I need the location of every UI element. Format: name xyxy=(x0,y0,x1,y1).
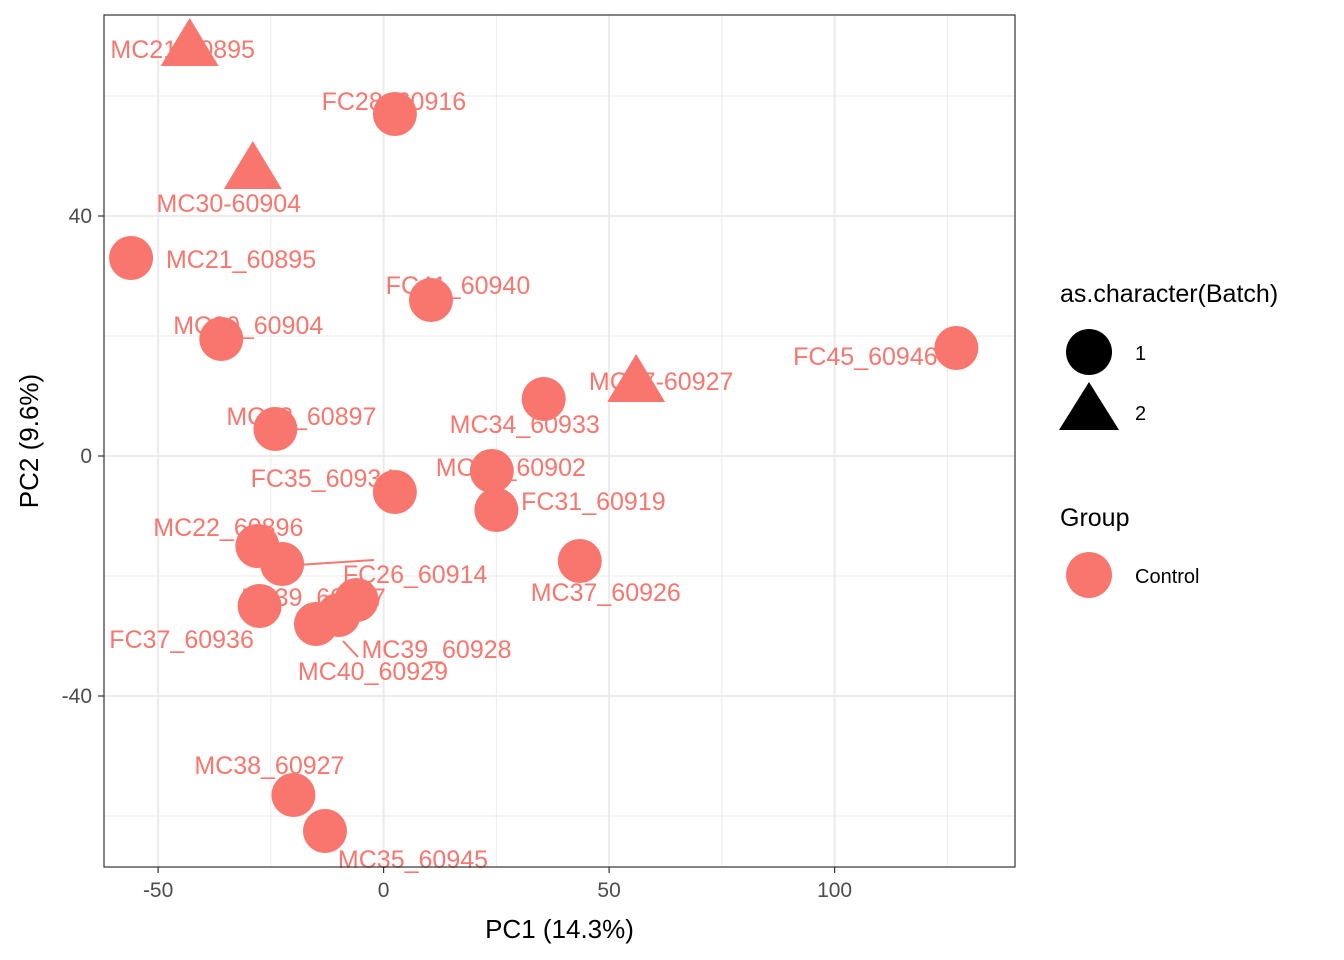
label-mc38-60927: MC38_60927 xyxy=(194,752,344,780)
label-fc28-60916: FC28_60916 xyxy=(322,88,467,116)
legend-circle-icon xyxy=(1066,329,1112,375)
label-fc37-60936: FC37_60936 xyxy=(109,626,254,654)
panel-background xyxy=(104,15,1015,867)
legend: as.character(Batch) 1 2 Group Control xyxy=(1059,280,1278,598)
y-tick-label: 0 xyxy=(80,445,92,468)
legend-control-swatch-icon xyxy=(1066,552,1112,598)
point-fc45-60946 xyxy=(934,326,979,370)
legend-shape-title: as.character(Batch) xyxy=(1060,280,1278,308)
label-fc26-60914: FC26_60914 xyxy=(343,561,488,589)
point-fc35-60934 xyxy=(372,470,417,514)
label-fc35-60934: FC35_60934 xyxy=(251,465,396,493)
label-mc37-60926: MC37_60926 xyxy=(531,579,681,607)
label-leader-line xyxy=(296,559,375,566)
x-tick-label: 50 xyxy=(597,879,620,902)
label-mc28-60902: MC28_60902 xyxy=(436,454,586,482)
point-mc38-60927 xyxy=(271,773,316,817)
label-fc39-60927: FC39_60927 xyxy=(241,584,386,612)
point-fc41-60940 xyxy=(408,278,453,322)
label-mc21-60895: MC21_60895 xyxy=(166,246,316,274)
point-mc35-60945 xyxy=(302,809,347,853)
point-mc34-60933 xyxy=(521,377,566,421)
label-mc37-60927: MC37-60927 xyxy=(589,368,734,396)
label-fc45-60946: FC45_60946 xyxy=(793,343,938,371)
x-tick-label: -50 xyxy=(143,879,173,902)
point-mc40-60929 xyxy=(293,602,338,646)
y-axis-title: PC2 (9.6%) xyxy=(14,374,44,508)
legend-color-title: Group xyxy=(1060,504,1129,532)
axis-ticks: -50 0 50 100 -40 0 40 xyxy=(62,205,852,902)
x-axis-title: PC1 (14.3%) xyxy=(485,914,634,944)
legend-color-item-control: Control xyxy=(1135,566,1199,588)
point-mc23-60897 xyxy=(253,407,298,451)
point-mc28-60902 xyxy=(469,449,514,493)
y-tick-label: 40 xyxy=(69,205,92,228)
point-mc37-60926 xyxy=(557,539,602,583)
label-mc30-60904: MC30-60904 xyxy=(157,190,302,218)
panel-border xyxy=(103,14,1016,868)
x-tick-label: 0 xyxy=(378,879,390,902)
label-mc39-60928: MC39_60928 xyxy=(361,636,511,664)
label-fc41-60940: FC41_60940 xyxy=(386,272,531,300)
label-fc31-60919: FC31_60919 xyxy=(521,488,666,516)
label-leader-line xyxy=(342,640,359,658)
point-mc30-60904-triangle xyxy=(223,141,282,189)
legend-triangle-icon xyxy=(1059,382,1119,430)
point-fc31-60919 xyxy=(474,488,519,532)
label-mc21-60895: MC21-60895 xyxy=(110,36,255,64)
point-mc21-60895-triangle xyxy=(160,18,219,66)
grid-lines xyxy=(104,15,1015,867)
label-mc23-60897: MC23_60897 xyxy=(226,403,376,431)
point-labels: MC21-60895 FC28_60916 MC30-60904 MC21_60895… xyxy=(109,36,937,874)
label-mc35-60945: MC35_60945 xyxy=(338,846,488,874)
point-mc30-60904 xyxy=(199,317,244,361)
label-mc34-60933: MC34_60933 xyxy=(450,411,600,439)
point-fc37-60936 xyxy=(237,584,282,628)
point-mc21-60895 xyxy=(109,236,154,280)
label-mc30-60904: MC30_60904 xyxy=(173,312,323,340)
point-fc26-60914 xyxy=(260,542,305,586)
point-fc28-60916 xyxy=(372,92,417,136)
y-tick-label: -40 xyxy=(62,685,92,708)
data-points xyxy=(109,18,979,853)
label-mc22-60896: MC22_60896 xyxy=(153,514,303,542)
legend-shape-item-1: 1 xyxy=(1135,343,1146,365)
point-mc37-60927-triangle xyxy=(607,354,666,402)
x-tick-label: 100 xyxy=(817,879,852,902)
label-mc40-60929: MC40_60929 xyxy=(298,658,448,686)
legend-shape-item-2: 2 xyxy=(1135,403,1146,425)
